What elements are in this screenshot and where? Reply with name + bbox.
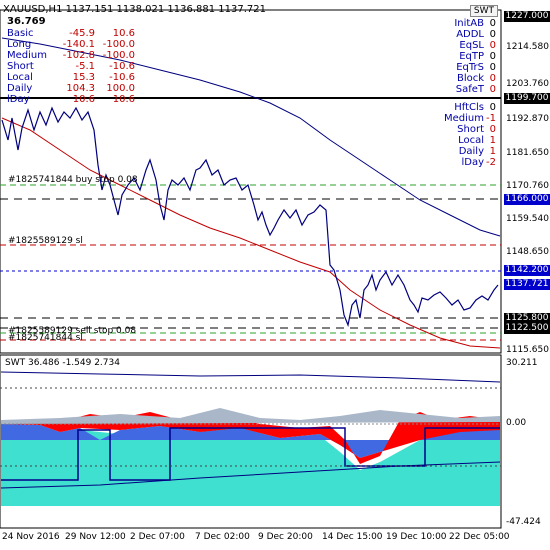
indicator-upper-line [0, 371, 501, 383]
flag-row: SafeT 0 [455, 84, 496, 95]
price-axis-label: 1170.760 [506, 181, 549, 191]
price-axis-label: 1115.650 [506, 345, 549, 355]
moving-average-slow [1, 37, 501, 237]
time-axis-label: 22 Dec 05:00 [449, 532, 510, 542]
stats-row: lDay 10.6 10.6 [7, 94, 135, 105]
swt-button[interactable]: SWT [469, 5, 498, 17]
stats-row: Local 15.3 -10.6 [7, 72, 135, 83]
indicator-blue-area [1, 424, 500, 458]
flag-row: Block 0 [456, 73, 496, 84]
price-box-level: 1122.500 [504, 323, 550, 334]
price-axis-label: 1159.540 [506, 214, 549, 224]
price-box-level: 1166.000 [504, 194, 550, 205]
indicator-lower-line [0, 461, 501, 489]
flag-row: HftCls 0 [454, 102, 496, 113]
price-box-level: 1125.800 [504, 313, 550, 324]
stats-row: Short -5.1 -10.6 [7, 61, 135, 72]
flag-row: lDay -2 [461, 157, 496, 168]
indicator-axis-label: 30.211 [506, 358, 538, 368]
time-axis-label: 24 Nov 2016 [2, 532, 60, 542]
indicator-title: SWT 36.486 -1.549 2.734 [5, 358, 120, 368]
stats-row: Basic -45.9 10.6 [7, 28, 135, 39]
order-label-sellstop[interactable]: #1825589129 sell stop 0.08 [8, 326, 137, 336]
order-label-sl[interactable]: #1825589129 sl [8, 236, 83, 246]
flag-row: EqTP 0 [459, 51, 496, 62]
flag-row: EqTrS 0 [456, 62, 496, 73]
moving-average-fast [1, 117, 501, 349]
price-axis-label: 1214.580 [506, 42, 549, 52]
price-axis-label: 1203.760 [506, 79, 549, 89]
indicator-axis-label: -47.424 [506, 517, 541, 527]
time-axis-label: 19 Dec 10:00 [386, 532, 447, 542]
indicator-axis-label: 0.00 [506, 418, 527, 428]
flag-row: Medium -1 [444, 113, 496, 124]
price-box-top: 1227.000 [504, 11, 550, 22]
flags-panel-top: InitAB 0 ADDL 0 EqSL 0 EqTP 0 EqTrS 0 Block 0 … [424, 18, 498, 95]
stats-row: Long -140.1 -100.0 [7, 39, 135, 50]
time-axis-label: 14 Dec 15:00 [322, 532, 383, 542]
time-axis-label: 9 Dec 20:00 [258, 532, 313, 542]
order-label-sl2[interactable]: #1825741844 sl [8, 333, 83, 343]
stats-row: Daily 104.3 100.0 [7, 83, 135, 94]
flag-row: InitAB 0 [454, 18, 496, 29]
symbol-info: XAUUSD,H1 1137.151 1138.021 1136.881 113… [3, 4, 267, 15]
indicator-red-area [1, 412, 500, 464]
stats-panel: Basic -45.9 10.6 Long -140.1 -100.0 Medium -1… [7, 28, 135, 105]
price-box-level: 1142.200 [504, 265, 550, 276]
time-axis-label: 7 Dec 02:00 [195, 532, 250, 542]
time-axis-label: 2 Dec 07:00 [130, 532, 185, 542]
price-line [1, 106, 499, 328]
flag-row: Local 1 [458, 135, 496, 146]
price-box-level: 1199.700 [504, 93, 550, 104]
stats-row: Medium -102.8 -100.0 [7, 50, 135, 61]
flag-row: Daily 1 [458, 146, 496, 157]
price-axis-label: 1192.870 [506, 114, 549, 124]
flag-row: EqSL 0 [459, 40, 496, 51]
time-axis-label: 29 Nov 12:00 [65, 532, 126, 542]
flags-panel-bottom: HftCls 0 Medium -1 Short 0 Local 1 Daily 1 lD… [424, 102, 498, 168]
price-box-current: 1137.721 [504, 279, 550, 290]
flag-row: ADDL 0 [456, 29, 496, 40]
indicator-grey-area [1, 408, 500, 424]
order-label-buystop[interactable]: #1825741844 buy stop 0.08 [8, 175, 138, 185]
price-axis-label: 1181.650 [506, 148, 549, 158]
indicator-panel-frame [0, 354, 502, 529]
flag-row: Short 0 [457, 124, 496, 135]
price-axis-label: 1148.650 [506, 247, 549, 257]
main-panel-frame [0, 9, 502, 354]
equity-value: 36.769 [7, 16, 46, 27]
